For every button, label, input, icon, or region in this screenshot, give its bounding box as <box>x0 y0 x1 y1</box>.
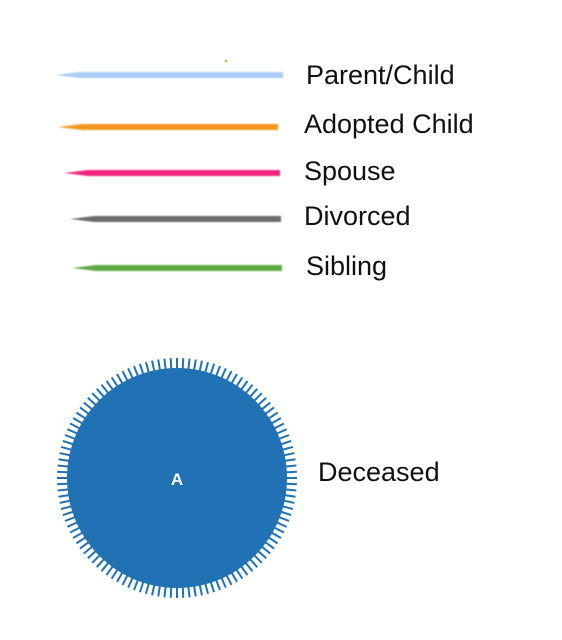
legend-row-adopted-child: Adopted Child <box>58 109 474 139</box>
divorced-line <box>70 216 281 222</box>
adopted-child-line <box>58 124 278 130</box>
parent-child-label: Parent/Child <box>306 60 455 90</box>
deceased-node-letter: A <box>171 470 183 489</box>
legend-row-sibling: Sibling <box>72 251 387 281</box>
sibling-line <box>72 265 282 271</box>
deceased-node-circle <box>67 368 287 588</box>
legend-row-parent-child: Parent/Child <box>55 60 455 90</box>
stray-mark <box>224 59 228 63</box>
parent-child-line <box>55 72 283 78</box>
spouse-line <box>64 170 280 176</box>
adopted-child-label: Adopted Child <box>304 109 474 139</box>
legend-row-spouse: Spouse <box>64 156 396 186</box>
legend-row-divorced: Divorced <box>70 201 411 231</box>
deceased-label: Deceased <box>318 457 440 487</box>
deceased-node: A <box>57 358 297 598</box>
divorced-label: Divorced <box>304 201 411 231</box>
spouse-label: Spouse <box>304 156 396 186</box>
sibling-label: Sibling <box>306 251 387 281</box>
